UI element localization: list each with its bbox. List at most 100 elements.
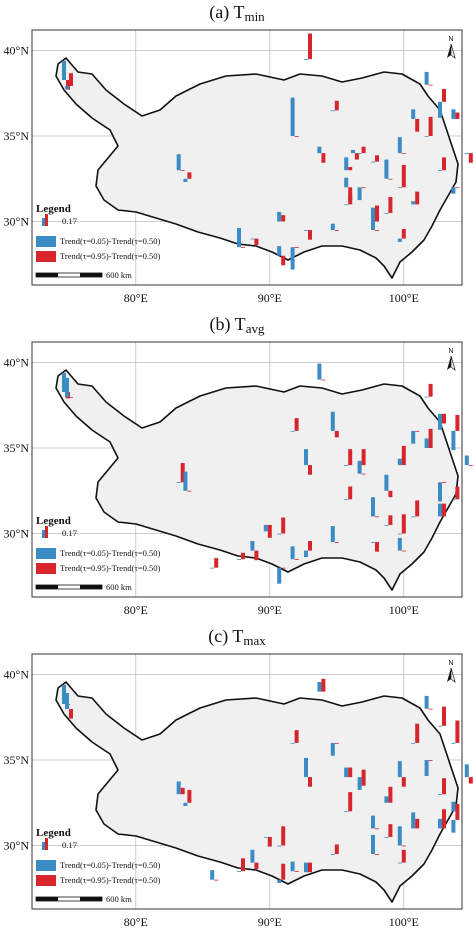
- legend-blue-label: Trend(τ=0.05)-Trend(τ=0.50): [60, 236, 160, 246]
- blue-trend-bar: [62, 372, 66, 392]
- scale-bar-seg-3: [80, 273, 102, 277]
- blue-trend-bar: [411, 109, 416, 119]
- red-trend-bar: [334, 430, 339, 438]
- blue-trend-bar: [65, 693, 69, 709]
- station-bar-pair: [330, 844, 339, 855]
- red-trend-bar: [180, 463, 185, 483]
- north-label: N: [448, 660, 453, 667]
- red-trend-bar: [281, 567, 286, 569]
- red-trend-bar: [428, 116, 433, 137]
- red-trend-bar: [187, 490, 192, 492]
- blue-trend-bar: [411, 516, 416, 518]
- station-bar-pair: [65, 377, 73, 398]
- legend-red-label: Trend(τ=0.95)-Trend(τ=0.50): [60, 251, 160, 261]
- station-bar-pair: [277, 246, 286, 266]
- legend-red-label: Trend(τ=0.95)-Trend(τ=0.50): [60, 875, 160, 885]
- station-bar-pair: [371, 155, 379, 163]
- station-bar-pair: [397, 849, 406, 864]
- blue-trend-bar: [438, 170, 442, 172]
- station-bar-pair: [357, 777, 366, 790]
- north-arrow-right: [450, 43, 456, 59]
- red-trend-bar: [294, 247, 299, 248]
- blue-trend-bar: [344, 204, 349, 206]
- scale-bar-seg-3: [80, 585, 102, 589]
- station-bar-pair: [176, 463, 185, 484]
- red-trend-bar: [180, 787, 185, 795]
- station-bar-pair: [397, 514, 406, 535]
- red-trend-bar: [415, 118, 420, 132]
- blue-trend-bar: [438, 725, 442, 727]
- red-trend-bar: [455, 486, 460, 500]
- station-bar-pair: [65, 693, 73, 719]
- blue-trend-bar: [304, 862, 308, 873]
- legend-title: Legend: [36, 827, 71, 839]
- scale-bar-seg-1: [36, 273, 58, 277]
- lat-label: 35°N: [4, 441, 30, 455]
- blue-trend-bar: [277, 845, 282, 847]
- blue-trend-bar: [290, 861, 295, 872]
- lon-label: 100°E: [389, 291, 419, 305]
- red-trend-bar: [455, 112, 460, 119]
- lon-label: 80°E: [124, 603, 148, 617]
- blue-trend-bar: [371, 161, 375, 163]
- panel-b-title: (b) Tavg: [0, 314, 474, 337]
- station-bar-pair: [451, 486, 460, 501]
- red-trend-bar: [401, 153, 406, 154]
- blue-trend-bar: [317, 363, 322, 380]
- red-trend-bar: [354, 153, 359, 160]
- red-trend-bar: [455, 720, 460, 743]
- red-trend-bar: [442, 413, 446, 424]
- legend-scale-value: 0.17: [62, 840, 77, 850]
- blue-trend-bar: [424, 71, 429, 85]
- blue-trend-bar: [397, 862, 402, 864]
- north-arrow-right: [450, 667, 456, 683]
- station-bar-pair: [424, 428, 433, 449]
- blue-trend-bar: [176, 154, 181, 171]
- blue-trend-bar: [330, 742, 335, 756]
- station-bar-pair: [424, 71, 433, 86]
- scale-bar: 600 km: [35, 582, 132, 592]
- station-bar-pair: [384, 515, 393, 526]
- blue-trend-bar: [277, 567, 282, 584]
- blue-trend-bar: [344, 499, 349, 501]
- station-bar-pair: [438, 413, 446, 430]
- station-bar-pair: [304, 230, 312, 240]
- lat-label: 40°N: [4, 668, 30, 682]
- blue-trend-bar: [65, 86, 69, 90]
- station-bar-pair: [397, 537, 406, 552]
- station-bar-pair: [357, 187, 366, 201]
- red-trend-bar: [388, 490, 393, 498]
- red-trend-bar: [401, 164, 406, 188]
- blue-trend-bar: [210, 870, 215, 880]
- station-bar-pair: [183, 789, 192, 806]
- lat-label: 30°N: [4, 527, 30, 541]
- blue-trend-bar: [411, 201, 416, 205]
- station-bar-pair: [424, 695, 433, 710]
- station-bar-pair: [397, 761, 406, 787]
- blue-trend-bar: [277, 211, 282, 222]
- station-bar-pair: [464, 153, 473, 163]
- station-bar-pair: [237, 227, 245, 248]
- red-trend-bar: [442, 89, 446, 102]
- station-bar-pair: [424, 116, 433, 137]
- red-trend-bar: [187, 172, 192, 179]
- legend-scale-blue: [42, 218, 45, 226]
- red-trend-bar: [375, 155, 379, 162]
- legend-blue-swatch: [36, 548, 56, 559]
- station-bar-pair: [62, 60, 70, 90]
- red-trend-bar: [254, 550, 259, 561]
- lon-label: 90°E: [258, 915, 282, 929]
- red-trend-bar: [401, 445, 406, 466]
- station-bar-pair: [438, 89, 446, 118]
- blue-trend-bar: [250, 849, 255, 863]
- red-trend-bar: [281, 215, 286, 222]
- plateau-boundary: [55, 681, 459, 903]
- blue-trend-bar: [183, 471, 188, 491]
- blue-trend-bar: [424, 136, 429, 137]
- red-trend-bar: [308, 541, 312, 551]
- blue-trend-bar: [451, 187, 456, 194]
- blue-trend-bar: [330, 411, 335, 431]
- blue-trend-bar: [290, 430, 295, 432]
- blue-trend-bar: [65, 377, 69, 397]
